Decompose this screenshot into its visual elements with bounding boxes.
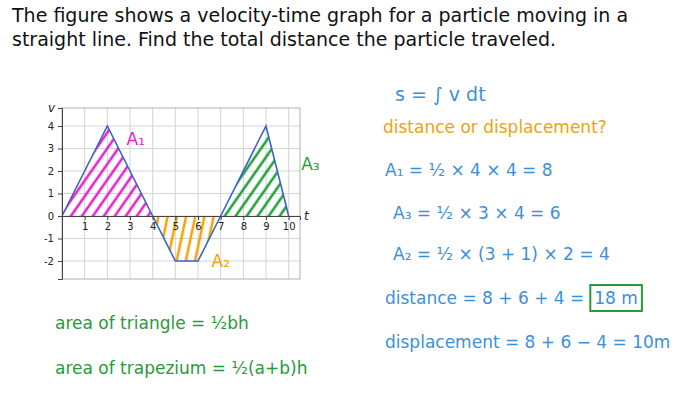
tick-label: 0 bbox=[48, 211, 54, 222]
tick-label: -2 bbox=[44, 256, 54, 267]
area-hatch bbox=[153, 216, 221, 261]
title: The figure shows a velocity-time graph f… bbox=[11, 4, 628, 50]
tick-mark bbox=[153, 216, 154, 220]
tick-mark bbox=[58, 171, 62, 172]
tick-mark bbox=[175, 216, 176, 220]
title-line: The figure shows a velocity-time graph f… bbox=[11, 4, 628, 26]
y-axis: -2 -1 0 1 2 3 4 bbox=[44, 109, 62, 280]
answer-box bbox=[590, 285, 642, 311]
title-line: straight line. Find the total distance t… bbox=[12, 28, 556, 50]
tick-label: 8 bbox=[241, 221, 247, 232]
annotation: A₃ = ½ × 3 × 4 = 6 bbox=[393, 203, 561, 223]
tick: 3 bbox=[127, 216, 133, 232]
tick: 2 bbox=[48, 166, 62, 177]
tick: 8 bbox=[241, 216, 247, 232]
tick: 4 bbox=[150, 216, 156, 232]
tick: 10 bbox=[283, 216, 296, 232]
y-axis-label: v bbox=[48, 101, 56, 115]
axis-line bbox=[63, 217, 301, 221]
velocity-line bbox=[62, 126, 289, 261]
tick: 9 bbox=[263, 216, 269, 232]
tick-label: 1 bbox=[82, 221, 88, 232]
tick: 2 bbox=[105, 216, 111, 232]
tick-label: 2 bbox=[105, 221, 111, 232]
tick-label: 10 bbox=[283, 221, 296, 232]
x-axis: 1 2 3 4 5 6 7 8 9 10 bbox=[63, 216, 301, 232]
x-axis-label: t bbox=[304, 209, 310, 223]
grid bbox=[62, 108, 300, 279]
tick-label: 5 bbox=[173, 221, 179, 232]
tick: 0 bbox=[48, 211, 62, 222]
tick: 1 bbox=[48, 188, 62, 199]
area-hatch bbox=[221, 126, 289, 216]
annotation: s = ∫ v dt bbox=[395, 83, 486, 106]
tick-mark bbox=[58, 194, 62, 195]
plot-area bbox=[62, 126, 289, 261]
annotation: A₁ = ½ × 4 × 4 = 8 bbox=[385, 160, 553, 180]
tick-mark bbox=[58, 239, 62, 240]
tick-mark bbox=[107, 216, 108, 220]
tick: 1 bbox=[82, 216, 88, 232]
plot-frame bbox=[62, 108, 300, 279]
tick-label: 3 bbox=[127, 221, 133, 232]
annotation: A₂ = ½ × (3 + 1) × 2 = 4 bbox=[393, 244, 610, 264]
annotation: area of trapezium = ½(a+b)h bbox=[55, 358, 307, 378]
annotation: area of triangle = ½bh bbox=[55, 313, 249, 333]
tick: 3 bbox=[48, 143, 62, 154]
area-hatch bbox=[62, 126, 153, 216]
canvas: The figure shows a velocity-time graph f… bbox=[0, 0, 700, 393]
tick-mark bbox=[198, 216, 199, 220]
tick-mark bbox=[58, 216, 62, 217]
tick-mark bbox=[85, 216, 86, 220]
grid-line-y bbox=[62, 126, 300, 127]
tick-mark bbox=[289, 216, 290, 220]
tick-mark bbox=[58, 149, 62, 150]
annotation: displacement = 8 + 6 − 4 = 10m bbox=[385, 332, 670, 352]
axis-line bbox=[58, 109, 63, 280]
annotation: 18 m bbox=[594, 288, 638, 308]
tick: 6 bbox=[195, 216, 201, 232]
tick-label: 3 bbox=[48, 143, 54, 154]
tick-label: -1 bbox=[44, 233, 54, 244]
tick-label: 6 bbox=[195, 221, 201, 232]
annotation: distance or displacement? bbox=[383, 117, 607, 137]
tick-mark bbox=[58, 126, 62, 127]
tick-mark bbox=[130, 216, 131, 220]
tick: 5 bbox=[173, 216, 179, 232]
tick-mark bbox=[266, 216, 267, 220]
tick-mark bbox=[221, 216, 222, 220]
tick-label: 9 bbox=[263, 221, 269, 232]
tick-label: 4 bbox=[48, 121, 54, 132]
tick-label: 1 bbox=[48, 188, 54, 199]
tick-mark bbox=[58, 261, 62, 262]
tick-mark bbox=[243, 216, 244, 220]
tick-label: 4 bbox=[150, 221, 156, 232]
tick: -2 bbox=[44, 256, 62, 267]
tick: 7 bbox=[218, 216, 224, 232]
region-label: A₃ bbox=[301, 154, 319, 174]
annotation: distance = 8 + 6 + 4 = bbox=[385, 288, 584, 308]
region-label: A₁ bbox=[127, 129, 145, 149]
tick: -1 bbox=[44, 233, 62, 244]
tick: 4 bbox=[48, 121, 62, 132]
region-label: A₂ bbox=[212, 251, 230, 271]
tick-label: 2 bbox=[48, 166, 54, 177]
tick-label: 7 bbox=[218, 221, 224, 232]
